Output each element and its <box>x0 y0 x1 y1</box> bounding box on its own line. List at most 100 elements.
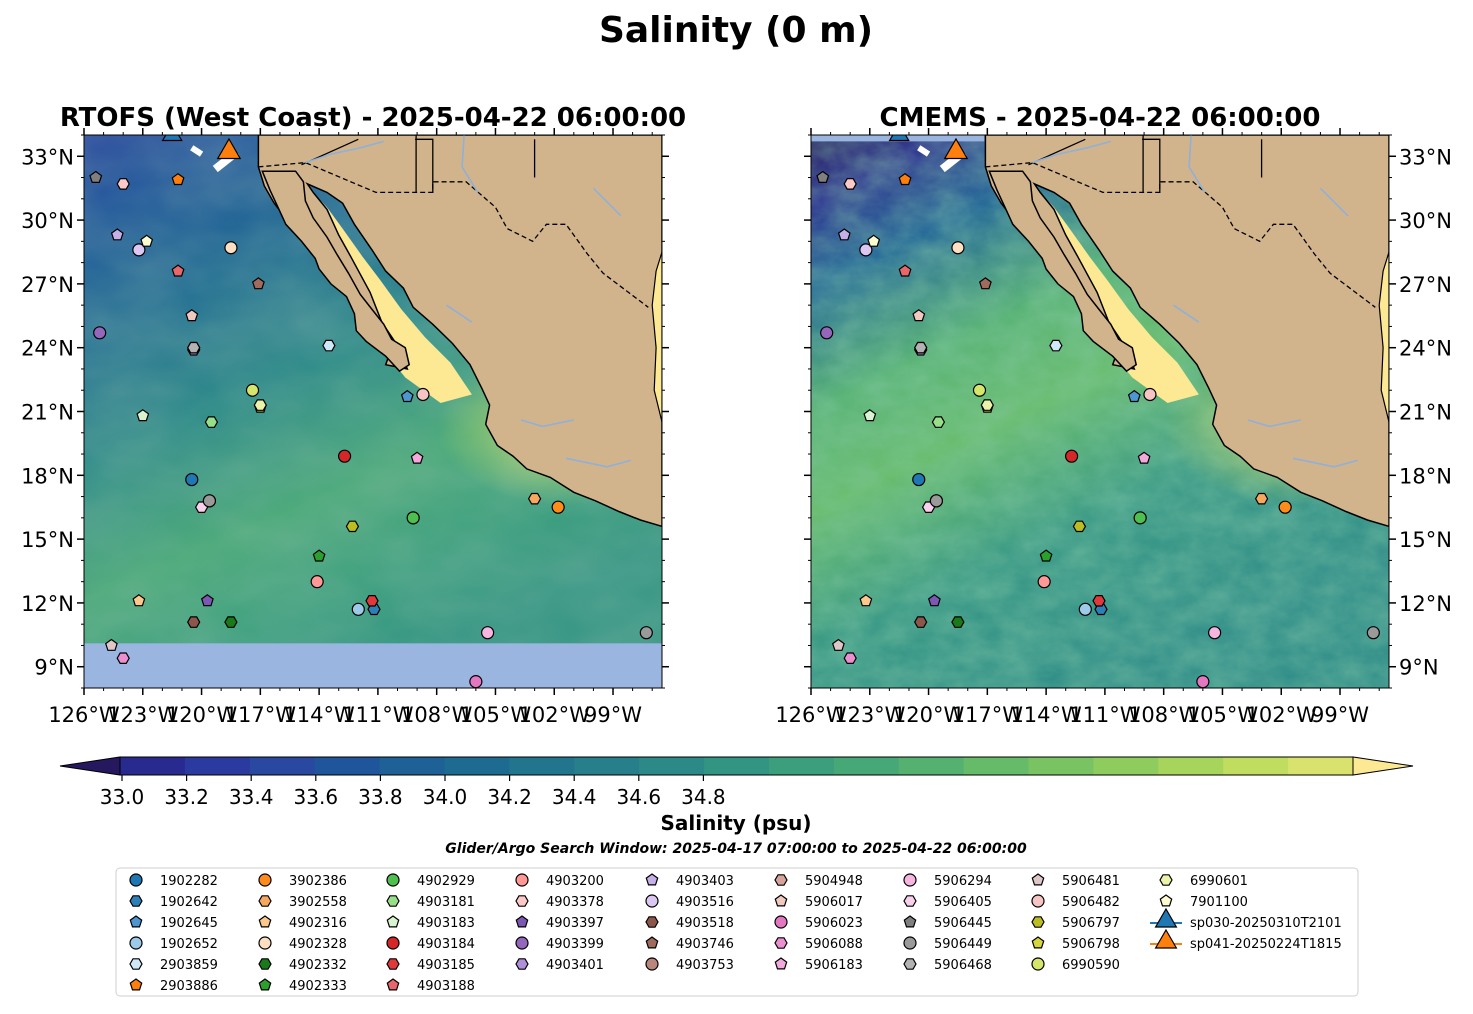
legend-label: 4903753 <box>676 958 734 973</box>
legend-marker <box>774 915 788 929</box>
legend-label: 4903184 <box>417 937 475 952</box>
legend-label: 5906088 <box>805 937 863 952</box>
legend-entry: 4902333 <box>258 978 347 994</box>
legend-entry: 5906797 <box>1031 916 1120 931</box>
x-tick-label: 120°W <box>166 703 238 727</box>
x-tick-label: 117°W <box>952 703 1024 727</box>
legend-label: 1902642 <box>160 895 218 910</box>
float-marker <box>187 616 201 628</box>
legend-entry: 6990601 <box>1159 874 1248 889</box>
float-marker <box>1278 500 1292 514</box>
salinity-field <box>84 135 662 688</box>
legend-marker <box>258 936 272 950</box>
float-marker <box>551 500 565 514</box>
float-marker <box>1137 451 1151 464</box>
legend-marker <box>386 895 400 907</box>
legend-entry: 5906449 <box>903 936 992 952</box>
y-tick-label: 18°N <box>1399 464 1452 488</box>
glider-track <box>917 145 931 157</box>
legend-label: 4903181 <box>417 895 475 910</box>
legend-entry: 4903401 <box>515 958 604 973</box>
legend-marker <box>774 874 788 886</box>
x-tick-label: 126°W <box>775 703 847 727</box>
legend-entry: 2903886 <box>129 978 218 994</box>
land-baja <box>261 170 411 373</box>
x-tick-label: 99°W <box>1311 703 1369 727</box>
country-border <box>985 161 1376 308</box>
legend-label: 4903188 <box>417 979 475 994</box>
legend-label: 5906017 <box>805 895 863 910</box>
legend-marker <box>645 873 659 886</box>
y-tick-label: 21°N <box>1399 401 1452 425</box>
legend-entry: 3902386 <box>258 873 347 889</box>
legend-marker <box>903 936 917 950</box>
legend-label: 5906797 <box>1062 916 1120 931</box>
legend-marker <box>515 895 529 907</box>
y-tick-label: 24°N <box>1399 337 1452 361</box>
colorbar-bin <box>574 757 640 775</box>
nodata-region <box>84 643 662 688</box>
legend-label: 4903397 <box>546 916 604 931</box>
float-marker <box>204 416 219 428</box>
float-marker <box>322 339 336 352</box>
float-marker <box>1366 626 1380 640</box>
colorbar-tick-label: 33.8 <box>358 785 403 809</box>
legend-marker <box>1154 928 1178 949</box>
state-border <box>415 138 434 193</box>
legend-entry: 4903185 <box>386 958 475 973</box>
float-marker <box>912 309 926 322</box>
float-marker <box>927 594 941 607</box>
legend-entry: 3902558 <box>258 895 347 910</box>
float-marker <box>224 616 238 628</box>
legend-label: 5906481 <box>1062 874 1120 889</box>
legend-entry: sp030-20250310T2101 <box>1150 907 1342 931</box>
glider-marker <box>216 137 242 160</box>
legend-label: 2903859 <box>160 958 218 973</box>
colorbar-bin <box>379 757 446 775</box>
river <box>1292 457 1358 468</box>
legend-label: 3902386 <box>289 874 347 889</box>
legend-entry: 4903378 <box>515 895 604 910</box>
colorbar-extend-high <box>1352 756 1414 776</box>
colorbar-tick-label: 33.0 <box>100 785 145 809</box>
legend-marker <box>1154 907 1178 928</box>
y-tick-label: 33°N <box>21 145 74 169</box>
legend-marker <box>129 978 143 991</box>
legend-marker <box>645 936 659 949</box>
float-marker <box>406 511 420 525</box>
legend-marker <box>386 915 400 928</box>
legend-entry: 4902332 <box>258 958 347 973</box>
float-marker <box>820 326 834 340</box>
legend-marker <box>1031 873 1045 886</box>
panel-title: CMEMS - 2025-04-22 06:00:00 <box>880 103 1321 133</box>
river <box>1319 187 1349 217</box>
x-tick-label: 126°W <box>48 703 120 727</box>
colorbar-label: Salinity (psu) <box>660 811 811 835</box>
legend-entry: 4903200 <box>515 873 604 889</box>
float-marker <box>93 326 107 340</box>
legend-label: 5906023 <box>805 916 863 931</box>
legend-entry: 1902652 <box>129 936 218 952</box>
colorbar-bin <box>120 757 186 775</box>
colorbar-bin <box>963 757 1030 775</box>
legend-label: 4903183 <box>417 916 475 931</box>
legend-entry: 5906405 <box>903 895 992 910</box>
legend-entry: 4903184 <box>386 936 475 952</box>
legend-entry: 4903516 <box>645 894 734 910</box>
legend-marker <box>515 958 529 970</box>
legend-label: 4903518 <box>676 916 734 931</box>
legend-entry: 5906481 <box>1031 873 1120 889</box>
legend-marker <box>129 915 143 928</box>
legend-entry: 4903753 <box>645 957 734 973</box>
float-marker <box>469 675 483 688</box>
colorbar-tick-label: 34.6 <box>617 785 662 809</box>
float-marker <box>980 399 994 411</box>
glider-marker <box>888 135 910 142</box>
colorbar-bin <box>1158 757 1224 775</box>
river <box>520 419 574 428</box>
legend-marker <box>645 916 659 928</box>
legend-label: 4903185 <box>417 958 475 973</box>
float-marker <box>1049 339 1063 352</box>
colorbar-bin <box>184 757 251 775</box>
x-tick-label: 111°W <box>1069 703 1141 727</box>
